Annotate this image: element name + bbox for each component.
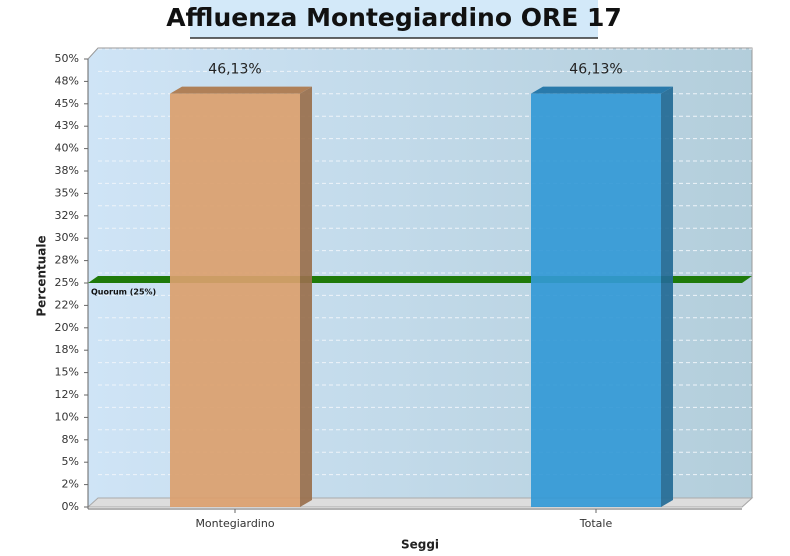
y-tick-label: 48% [55, 74, 79, 87]
y-tick-label: 10% [55, 410, 79, 423]
y-axis-title: Percentuale [35, 235, 49, 316]
y-tick-label: 45% [55, 97, 79, 110]
y-tick-label: 0% [62, 500, 79, 513]
bar [531, 93, 661, 507]
bar-side [300, 86, 312, 507]
y-tick-label: 5% [62, 455, 79, 468]
quorum-label: Quorum (25%) [91, 288, 156, 297]
y-tick-label: 20% [55, 321, 79, 334]
x-tick-label: Totale [579, 517, 613, 530]
y-tick-label: 30% [55, 231, 79, 244]
value-label: 46,13% [208, 62, 261, 78]
x-axis-title: Seggi [401, 538, 439, 552]
y-tick-label: 25% [55, 276, 79, 289]
bar-top [170, 86, 312, 94]
y-tick-label: 40% [55, 142, 79, 155]
y-tick-label: 8% [62, 433, 79, 446]
y-tick-label: 2% [62, 478, 79, 491]
y-tick-label: 15% [55, 366, 79, 379]
y-tick-label: 12% [55, 388, 79, 401]
y-tick-label: 18% [55, 343, 79, 356]
value-label: 46,13% [569, 62, 622, 78]
y-tick-label: 32% [55, 209, 79, 222]
y-tick-label: 43% [55, 119, 79, 132]
y-tick-label: 28% [55, 254, 79, 267]
y-tick-label: 35% [55, 186, 79, 199]
x-tick-label: Montegiardino [195, 517, 274, 530]
y-tick-label: 22% [55, 298, 79, 311]
title-box [190, 0, 598, 38]
bar-side [661, 86, 673, 507]
chart-title: Affluenza Montegiardino ORE 17 [166, 3, 622, 32]
bar [170, 93, 300, 507]
y-tick-label: 50% [55, 52, 79, 65]
bar-top [531, 86, 673, 94]
y-tick-label: 38% [55, 164, 79, 177]
